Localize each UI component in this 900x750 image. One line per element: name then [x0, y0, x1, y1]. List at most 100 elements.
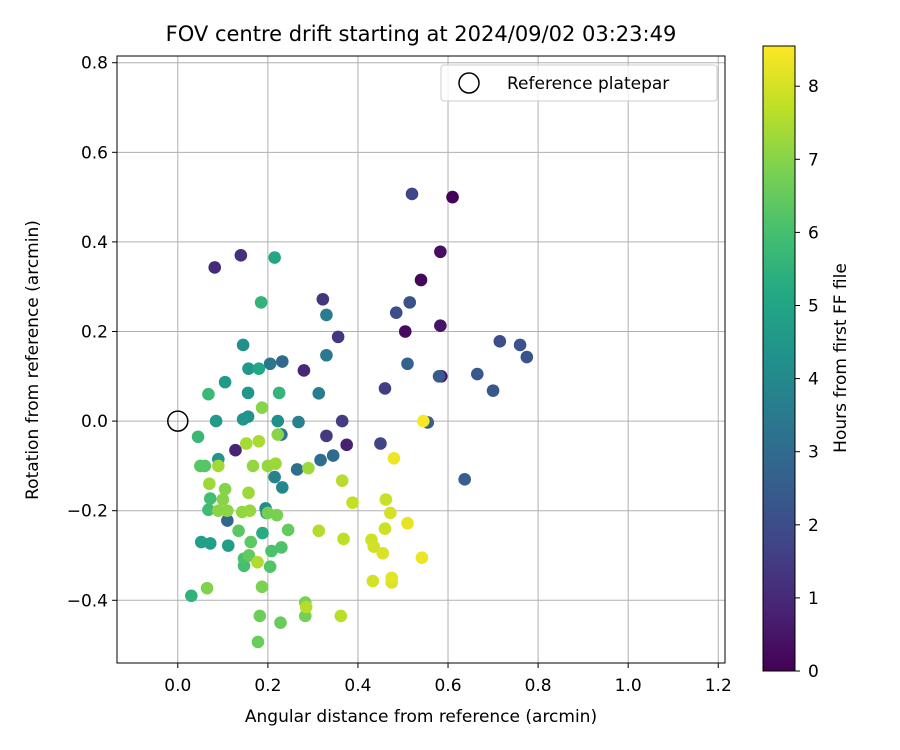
data-point: [331, 330, 345, 344]
data-point: [513, 338, 527, 352]
data-point: [246, 459, 260, 473]
data-point: [269, 457, 282, 470]
legend-entry-reference-platepar: Reference platepar: [507, 74, 669, 94]
data-point: [243, 504, 257, 517]
data-point: [208, 261, 222, 274]
data-point: [234, 249, 248, 262]
x-tick-label: 0.0: [164, 676, 191, 696]
data-point: [202, 503, 215, 517]
data-point: [229, 443, 242, 457]
y-tick-label: 0.8: [81, 54, 108, 74]
data-point: [320, 348, 333, 362]
data-point: [275, 541, 288, 554]
data-point: [385, 571, 399, 585]
data-point: [387, 451, 401, 465]
data-point: [281, 523, 295, 537]
data-point: [290, 463, 304, 476]
x-tick-label: 0.2: [254, 676, 281, 696]
data-point: [299, 600, 313, 614]
x-tick-label: 0.4: [344, 676, 371, 696]
data-point: [255, 401, 269, 414]
data-point: [337, 532, 350, 546]
data-point: [346, 496, 359, 509]
legend-box: [440, 64, 718, 102]
data-point: [312, 387, 326, 400]
data-point: [384, 506, 397, 520]
data-point: [340, 438, 353, 452]
data-point: [401, 357, 414, 371]
colorbar-tick-label: 0: [808, 662, 819, 682]
data-point: [244, 535, 258, 549]
colorbar-gradient: [762, 45, 796, 672]
data-point: [292, 415, 305, 429]
data-point: [221, 504, 234, 517]
data-point: [398, 325, 412, 338]
data-point: [242, 486, 255, 500]
y-tick-label: 0.0: [81, 412, 108, 432]
data-point: [232, 524, 245, 538]
data-point: [403, 296, 417, 309]
data-point: [236, 413, 250, 426]
data-point: [334, 609, 348, 623]
data-point: [416, 414, 430, 428]
data-point: [320, 429, 333, 443]
x-axis-title: Angular distance from reference (arcmin): [245, 707, 597, 727]
data-point: [379, 493, 393, 506]
data-point: [242, 362, 255, 375]
data-point: [253, 609, 267, 623]
data-point: [401, 516, 414, 530]
data-point: [218, 482, 232, 496]
colorbar-tick-label: 2: [808, 516, 819, 536]
data-point: [367, 540, 381, 553]
data-point: [209, 414, 223, 428]
data-point: [297, 364, 311, 377]
data-point: [191, 430, 205, 444]
colorbar-tick-label: 1: [808, 589, 819, 609]
y-tick-label: 0.4: [81, 233, 108, 253]
data-point: [194, 535, 208, 549]
colorbar-tick-label: 3: [808, 443, 819, 463]
data-point: [251, 635, 265, 649]
y-tick-label: 0.6: [81, 143, 108, 163]
data-point: [221, 514, 234, 527]
data-point: [216, 493, 230, 506]
data-point: [520, 350, 534, 364]
y-tick-label: −0.4: [67, 591, 108, 611]
data-point: [263, 560, 277, 573]
data-point: [254, 296, 268, 309]
data-point: [268, 251, 281, 264]
data-point: [314, 453, 327, 467]
data-point: [414, 273, 428, 287]
data-point: [271, 414, 285, 428]
data-point: [458, 473, 471, 486]
data-point: [263, 357, 277, 371]
data-point: [212, 504, 225, 517]
data-point: [271, 428, 285, 441]
data-point: [405, 187, 419, 201]
x-tick-label: 1.2: [705, 676, 732, 696]
y-axis-ticks: −0.4 −0.2 0.0 0.2 0.4 0.6 0.8: [67, 54, 117, 611]
reference-platepar-marker: [167, 410, 189, 432]
data-point: [212, 459, 225, 473]
data-point: [252, 362, 266, 375]
data-point: [272, 386, 286, 400]
data-point: [218, 375, 232, 389]
data-point: [200, 581, 214, 595]
data-point: [335, 474, 349, 487]
legend: Reference platepar: [440, 64, 718, 102]
chart-title: FOV centre drift starting at 2024/09/02 …: [166, 22, 677, 46]
data-point: [302, 461, 315, 475]
data-point: [376, 546, 390, 560]
data-point: [335, 414, 349, 428]
data-point: [268, 470, 281, 484]
data-point: [203, 477, 216, 491]
data-point: [415, 551, 429, 565]
y-axis-title: Rotation from reference (arcmin): [23, 220, 43, 500]
x-tick-label: 1.0: [615, 676, 642, 696]
data-point: [275, 481, 289, 494]
colorbar-tick-label: 8: [808, 77, 819, 97]
data-point: [251, 555, 264, 569]
data-point: [389, 306, 403, 319]
data-point: [446, 190, 459, 204]
data-point: [432, 369, 446, 383]
